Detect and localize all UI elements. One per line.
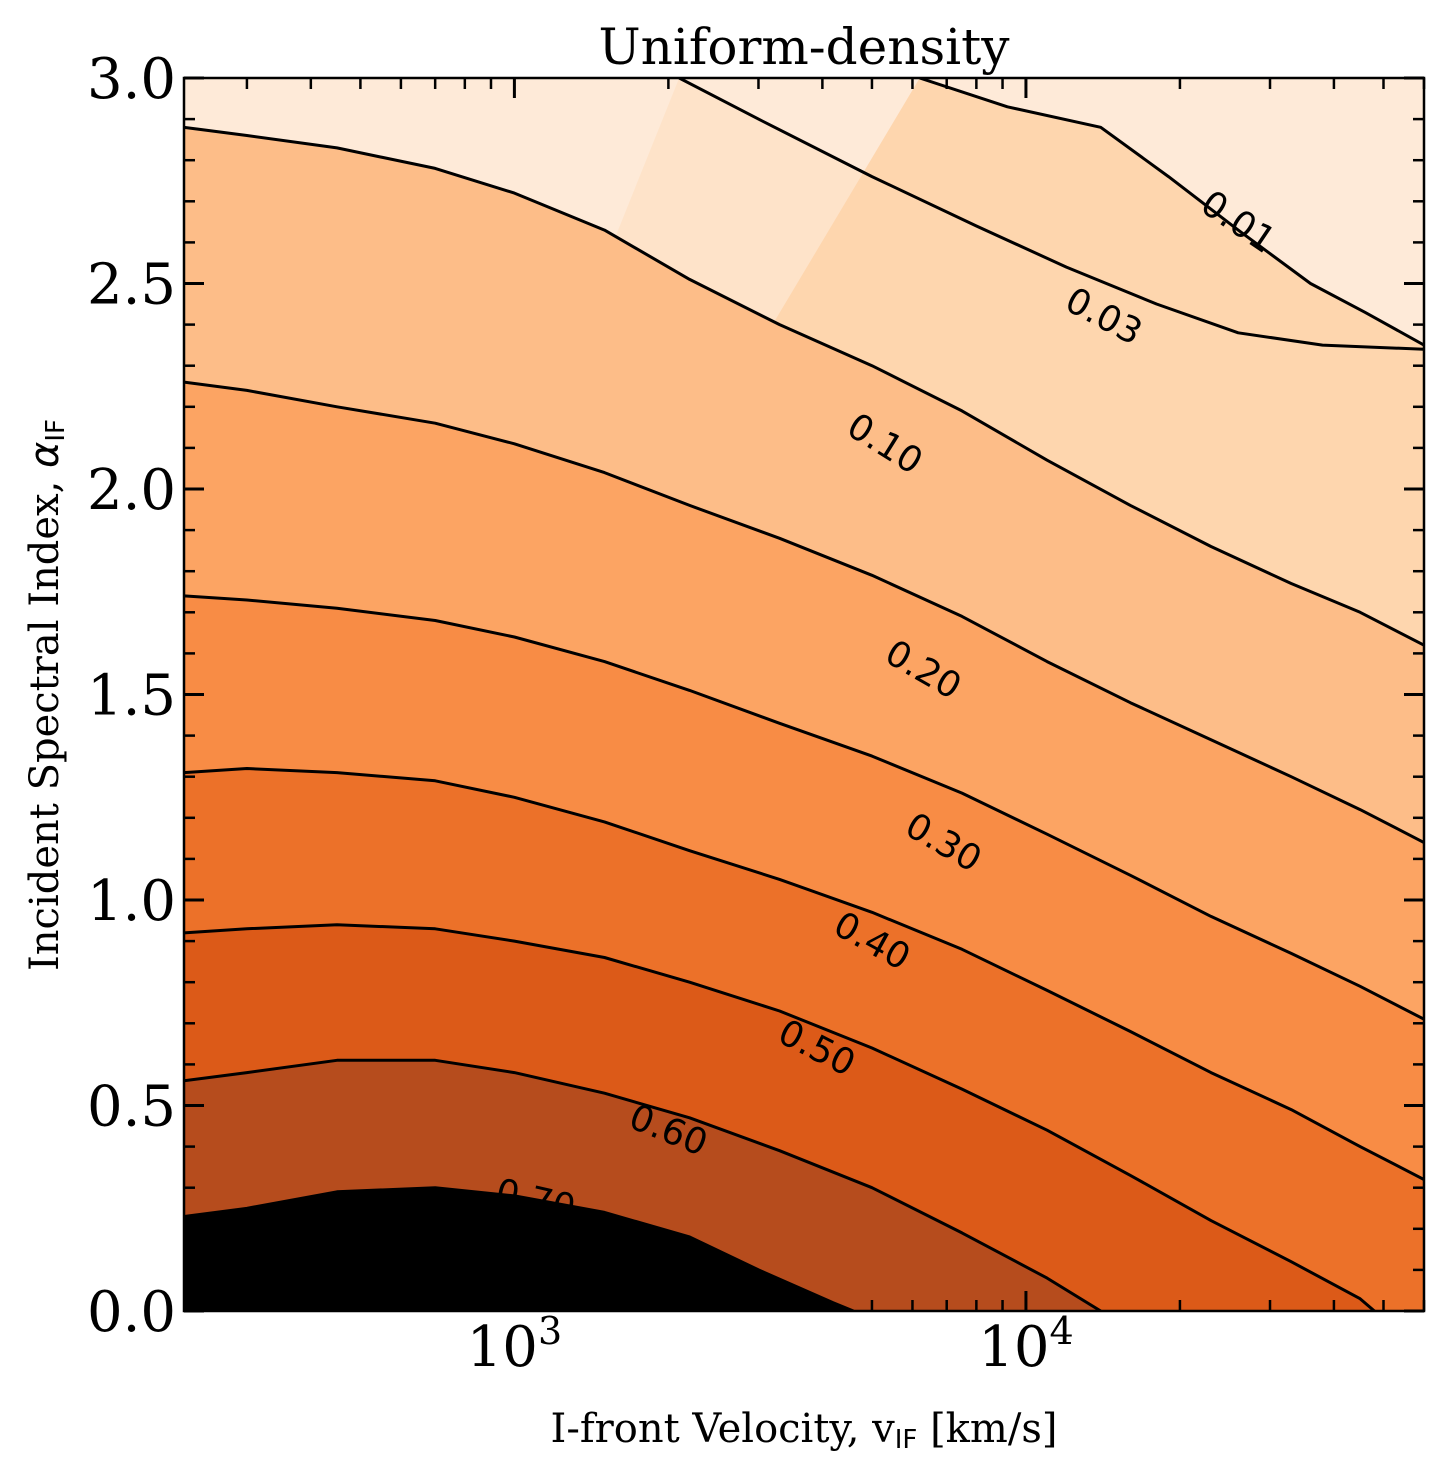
contour-line-0.20 [184, 380, 1424, 844]
x-axis-label-unit: [km/s] [917, 1406, 1057, 1452]
plot-frame [182, 76, 1426, 1313]
y-axis-label-subscript: IF [41, 419, 71, 442]
x-axis-label-subscript: IF [895, 1425, 918, 1455]
y-tick-label: 1.5 [87, 664, 176, 729]
contour-line-0.40 [184, 767, 1424, 1181]
chart-title: Uniform-density [599, 18, 1011, 76]
y-tick-label: 1.0 [87, 869, 176, 934]
x-tick-base: 10 [467, 1315, 538, 1380]
y-tick-label: 3.0 [87, 47, 176, 112]
y-tick-label: 2.5 [87, 253, 176, 318]
y-tick-label: 0.0 [87, 1280, 176, 1345]
y-tick-label: 2.0 [87, 458, 176, 523]
contour-fills [184, 78, 1424, 1311]
y-tick-labels: 0.0 0.5 1.0 1.5 2.0 2.5 3.0 [87, 47, 176, 1345]
x-tick-label: 104 [978, 1309, 1073, 1380]
x-tick-label: 103 [467, 1309, 562, 1380]
contour-line-0.03 [919, 78, 1424, 347]
y-tick-label: 0.5 [87, 1075, 176, 1140]
contour-line-0.30 [184, 594, 1424, 1021]
contour-line-0.10 [184, 125, 1424, 647]
x-tick-base: 10 [978, 1315, 1049, 1380]
y-axis-label-main: Incident Spectral Index, [22, 468, 68, 971]
x-tick-exponent: 3 [538, 1309, 562, 1353]
y-axis-label-symbol: α [22, 442, 68, 468]
y-axis-label: Incident Spectral Index, αIF [22, 419, 71, 971]
x-tick-exponent: 4 [1049, 1309, 1073, 1353]
contour-line-0.01 [678, 78, 1424, 351]
band-below-0.70 [184, 1187, 854, 1311]
x-axis-label: I-front Velocity, vIF [km/s] [551, 1406, 1058, 1455]
x-axis-label-main: I-front Velocity, v [551, 1406, 896, 1452]
x-tick-labels: 103 104 [467, 1309, 1074, 1380]
contour-lines [184, 78, 1424, 1311]
contour-line-0.50 [184, 923, 1376, 1311]
contour-line-0.70 [184, 1186, 854, 1311]
contour-line-0.60 [184, 1058, 1102, 1311]
